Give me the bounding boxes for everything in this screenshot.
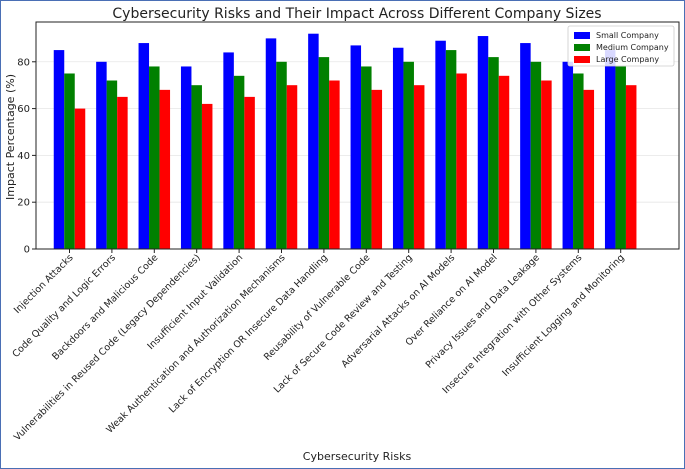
bar-medium-company (615, 66, 626, 249)
bar-large-company (541, 80, 552, 249)
bar-medium-company (149, 66, 160, 249)
bar-small-company (520, 43, 531, 249)
bar-medium-company (191, 85, 202, 249)
bar-large-company (117, 96, 128, 249)
bar-large-company (371, 89, 383, 249)
bar-medium-company (64, 73, 75, 250)
bar-large-company (286, 85, 298, 249)
y-tick-label: 0 (24, 245, 30, 256)
bar-small-company (435, 40, 446, 249)
bar-medium-company (488, 57, 499, 250)
bar-small-company (53, 50, 65, 249)
bar-large-company (329, 80, 340, 249)
legend-swatch (574, 32, 590, 39)
bar-small-company (223, 52, 234, 249)
bar-medium-company (361, 66, 372, 249)
bar-small-company (392, 47, 404, 250)
bar-large-company (244, 96, 255, 249)
bar-large-company (456, 73, 467, 250)
axes-layer (35, 21, 680, 250)
bar-large-company (159, 89, 171, 249)
plot-border (35, 21, 680, 250)
legend-entry-label: Medium Company (596, 43, 669, 52)
bar-large-company (201, 103, 213, 249)
bar-medium-company (318, 57, 330, 250)
bar-small-company (562, 61, 574, 249)
legend: Small Company Medium Company Large Company (567, 25, 675, 67)
bar-small-company (180, 66, 192, 249)
bar-small-company (265, 38, 277, 250)
bar-small-company (477, 36, 489, 250)
x-category-label: Lack of Encryption OR Insecure Data Hand… (167, 252, 330, 415)
bar-small-company (96, 61, 107, 249)
bar-small-company (604, 50, 616, 249)
bar-medium-company (573, 73, 584, 250)
bar-large-company (583, 89, 595, 249)
bar-medium-company (403, 61, 414, 249)
y-ticks: 0 20 40 60 80 (17, 57, 36, 256)
y-axis-label: Impact Percentage (%) (4, 74, 17, 200)
legend-box (567, 25, 675, 67)
bar-large-company (625, 85, 637, 249)
bar-small-company (308, 33, 319, 249)
chart-title: Cybersecurity Risks and Their Impact Acr… (112, 6, 601, 22)
bar-medium-company (530, 61, 542, 249)
bar-large-company (413, 85, 425, 249)
y-tick-label: 60 (17, 104, 30, 115)
legend-swatch (574, 56, 590, 63)
bar-medium-company (276, 61, 287, 249)
x-axis-label: Cybersecurity Risks (303, 450, 412, 463)
legend-swatch (574, 44, 590, 51)
y-tick-label: 20 (17, 198, 30, 209)
bar-small-company (350, 45, 362, 249)
bar-large-company (74, 108, 86, 249)
y-tick-label: 80 (17, 57, 30, 68)
bars-layer (53, 33, 637, 250)
bar-medium-company (445, 50, 457, 249)
bar-large-company (498, 75, 510, 250)
legend-entry-label: Large Company (596, 55, 659, 64)
y-tick-label: 40 (17, 151, 30, 162)
bar-small-company (138, 43, 150, 249)
legend-entry-label: Small Company (596, 31, 659, 40)
bar-medium-company (233, 75, 245, 250)
bar-medium-company (106, 80, 118, 249)
